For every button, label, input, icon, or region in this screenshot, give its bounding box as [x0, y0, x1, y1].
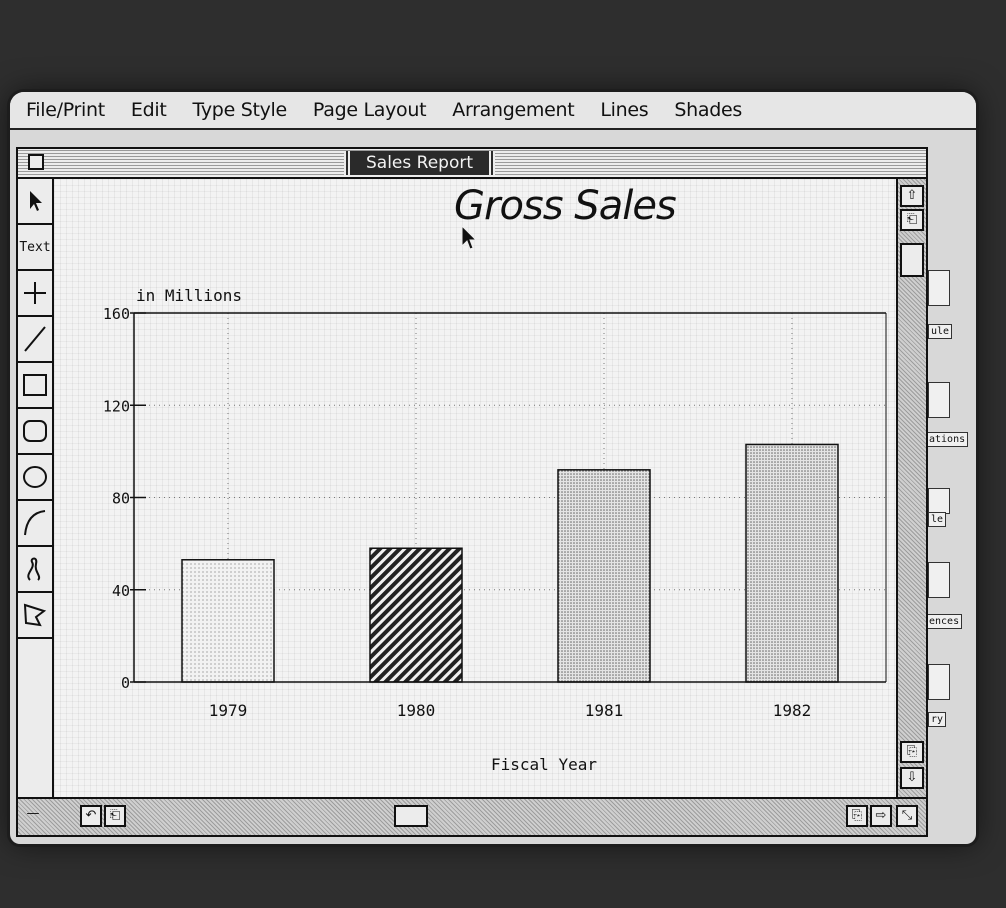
page-right-button[interactable]: ⎘	[846, 805, 868, 827]
bar-1979[interactable]	[181, 559, 275, 683]
y-tick-label: 40	[112, 582, 130, 600]
polygon-icon	[23, 603, 47, 627]
chart-title[interactable]: Gross Sales	[454, 183, 677, 229]
document-window: Sales Report Text	[16, 147, 928, 837]
vertical-scrollbar[interactable]: ⇧ ⎗ ⎘ ⇩	[896, 179, 926, 797]
y-tick-label: 0	[121, 674, 130, 692]
oval-tool[interactable]	[18, 455, 52, 501]
desktop-document-icon[interactable]	[928, 270, 950, 306]
rotate-left-button[interactable]: ↶	[80, 805, 102, 827]
scroll-down-button[interactable]: ⇩	[900, 767, 924, 789]
horizontal-scrollbar[interactable]: — ↶ ⎗ ⎘ ⇨ ⤡	[18, 797, 926, 835]
scroll-page-up-button[interactable]: ⎗	[900, 209, 924, 231]
desktop-document-icon[interactable]	[928, 488, 950, 514]
desktop-icon-label[interactable]: ences	[926, 614, 963, 629]
x-tick-label: 1979	[209, 701, 248, 720]
desktop-icon-label[interactable]: le	[928, 512, 947, 527]
size-box-icon[interactable]: ⤡	[896, 805, 918, 827]
menu-shades[interactable]: Shades	[674, 99, 742, 121]
bar-1982[interactable]	[745, 443, 839, 683]
scroll-thumb[interactable]	[900, 243, 924, 277]
x-tick-label: 1980	[397, 701, 436, 720]
x-axis-label: Fiscal Year	[491, 755, 597, 774]
arc-tool[interactable]	[18, 501, 52, 547]
bar-chart[interactable]: in Millions Fiscal Year 0 40 80 120 160 1979 1…	[54, 179, 896, 797]
rounded-rectangle-icon	[23, 420, 47, 442]
y-axis-label: in Millions	[136, 286, 242, 305]
oval-icon	[23, 466, 47, 488]
crosshair-tool[interactable]	[18, 271, 52, 317]
y-tick-label: 80	[112, 490, 130, 508]
rectangle-tool[interactable]	[18, 363, 52, 409]
y-tick-label: 120	[103, 397, 130, 415]
scroll-right-button[interactable]: ⇨	[870, 805, 892, 827]
crt-screen: File/Print Edit Type Style Page Layout A…	[10, 92, 976, 844]
polygon-tool[interactable]	[18, 593, 52, 639]
y-tick-label: 160	[103, 305, 130, 323]
rectangle-icon	[23, 374, 47, 396]
horizontal-scroll-thumb[interactable]	[394, 805, 428, 827]
menu-edit[interactable]: Edit	[130, 99, 167, 121]
bar-1981[interactable]	[557, 469, 651, 683]
line-icon	[24, 326, 46, 352]
drawing-toolbox: Text	[18, 179, 54, 797]
text-tool[interactable]: Text	[18, 225, 52, 271]
x-tick-label: 1982	[773, 701, 812, 720]
menu-type-style[interactable]: Type Style	[192, 99, 288, 121]
crosshair-icon	[24, 282, 46, 304]
desktop-document-icon[interactable]	[928, 382, 950, 418]
menu-bar: File/Print Edit Type Style Page Layout A…	[10, 92, 976, 130]
page-left-button[interactable]: ⎗	[104, 805, 126, 827]
scroll-left-button[interactable]: —	[26, 806, 40, 821]
desktop-icon-label[interactable]: ule	[928, 324, 953, 339]
close-box-icon[interactable]	[28, 154, 44, 170]
desktop-icon-label[interactable]: ations	[926, 432, 969, 447]
scroll-page-down-button[interactable]: ⎘	[900, 741, 924, 763]
desktop-document-icon[interactable]	[928, 562, 950, 598]
bar-1980[interactable]	[369, 547, 463, 683]
scroll-up-button[interactable]: ⇧	[900, 185, 924, 207]
menu-lines[interactable]: Lines	[600, 99, 649, 121]
freehand-icon	[27, 557, 41, 581]
pointer-tool[interactable]	[18, 179, 52, 225]
menu-arrangement[interactable]: Arrangement	[452, 99, 575, 121]
mouse-cursor-icon	[461, 225, 478, 250]
line-tool[interactable]	[18, 317, 52, 363]
desktop-document-icon[interactable]	[928, 664, 950, 700]
arc-icon	[24, 510, 46, 536]
menu-file-print[interactable]: File/Print	[26, 99, 105, 121]
menu-page-layout[interactable]: Page Layout	[312, 99, 427, 121]
desktop-icon-label[interactable]: ry	[928, 712, 947, 727]
freehand-tool[interactable]	[18, 547, 52, 593]
drawing-canvas[interactable]: Gross Sales in Millions Fiscal Year	[54, 179, 896, 797]
window-title: Sales Report	[344, 151, 496, 175]
x-tick-label: 1981	[585, 701, 624, 720]
window-title-bar[interactable]: Sales Report	[18, 149, 926, 179]
text-tool-label: Text	[19, 239, 51, 255]
rounded-rectangle-tool[interactable]	[18, 409, 52, 455]
pointer-icon	[30, 191, 42, 211]
